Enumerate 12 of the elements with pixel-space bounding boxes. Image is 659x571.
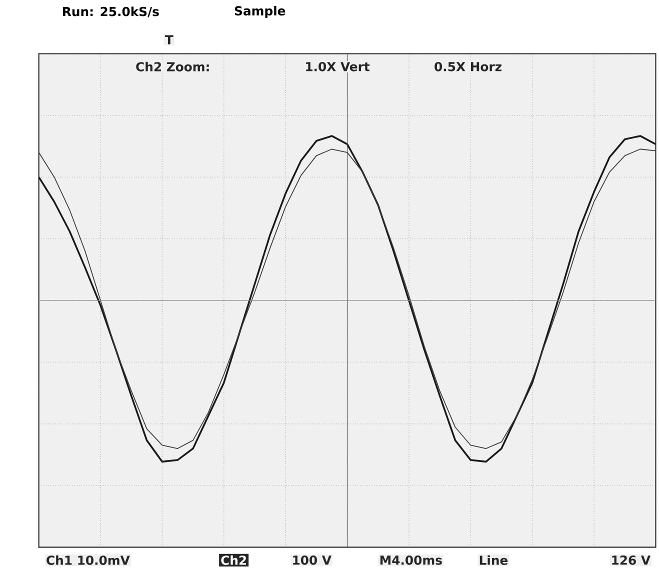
text: T [164,35,174,44]
text: M4.00ms [380,555,442,565]
chart-subtitle: Sample [234,6,286,18]
text: Ch2 [221,555,246,565]
text: Ch1 10.0mV [46,555,130,565]
text: 126 V [612,555,650,565]
text: 1.0X Vert [306,62,370,72]
text: 100 V [293,555,332,565]
text: Line [480,555,508,565]
text: Ch2 Zoom: [136,62,209,72]
text: 0.5X Horz [434,62,502,72]
chart-title: Run: 25.0kS/s [63,6,159,18]
